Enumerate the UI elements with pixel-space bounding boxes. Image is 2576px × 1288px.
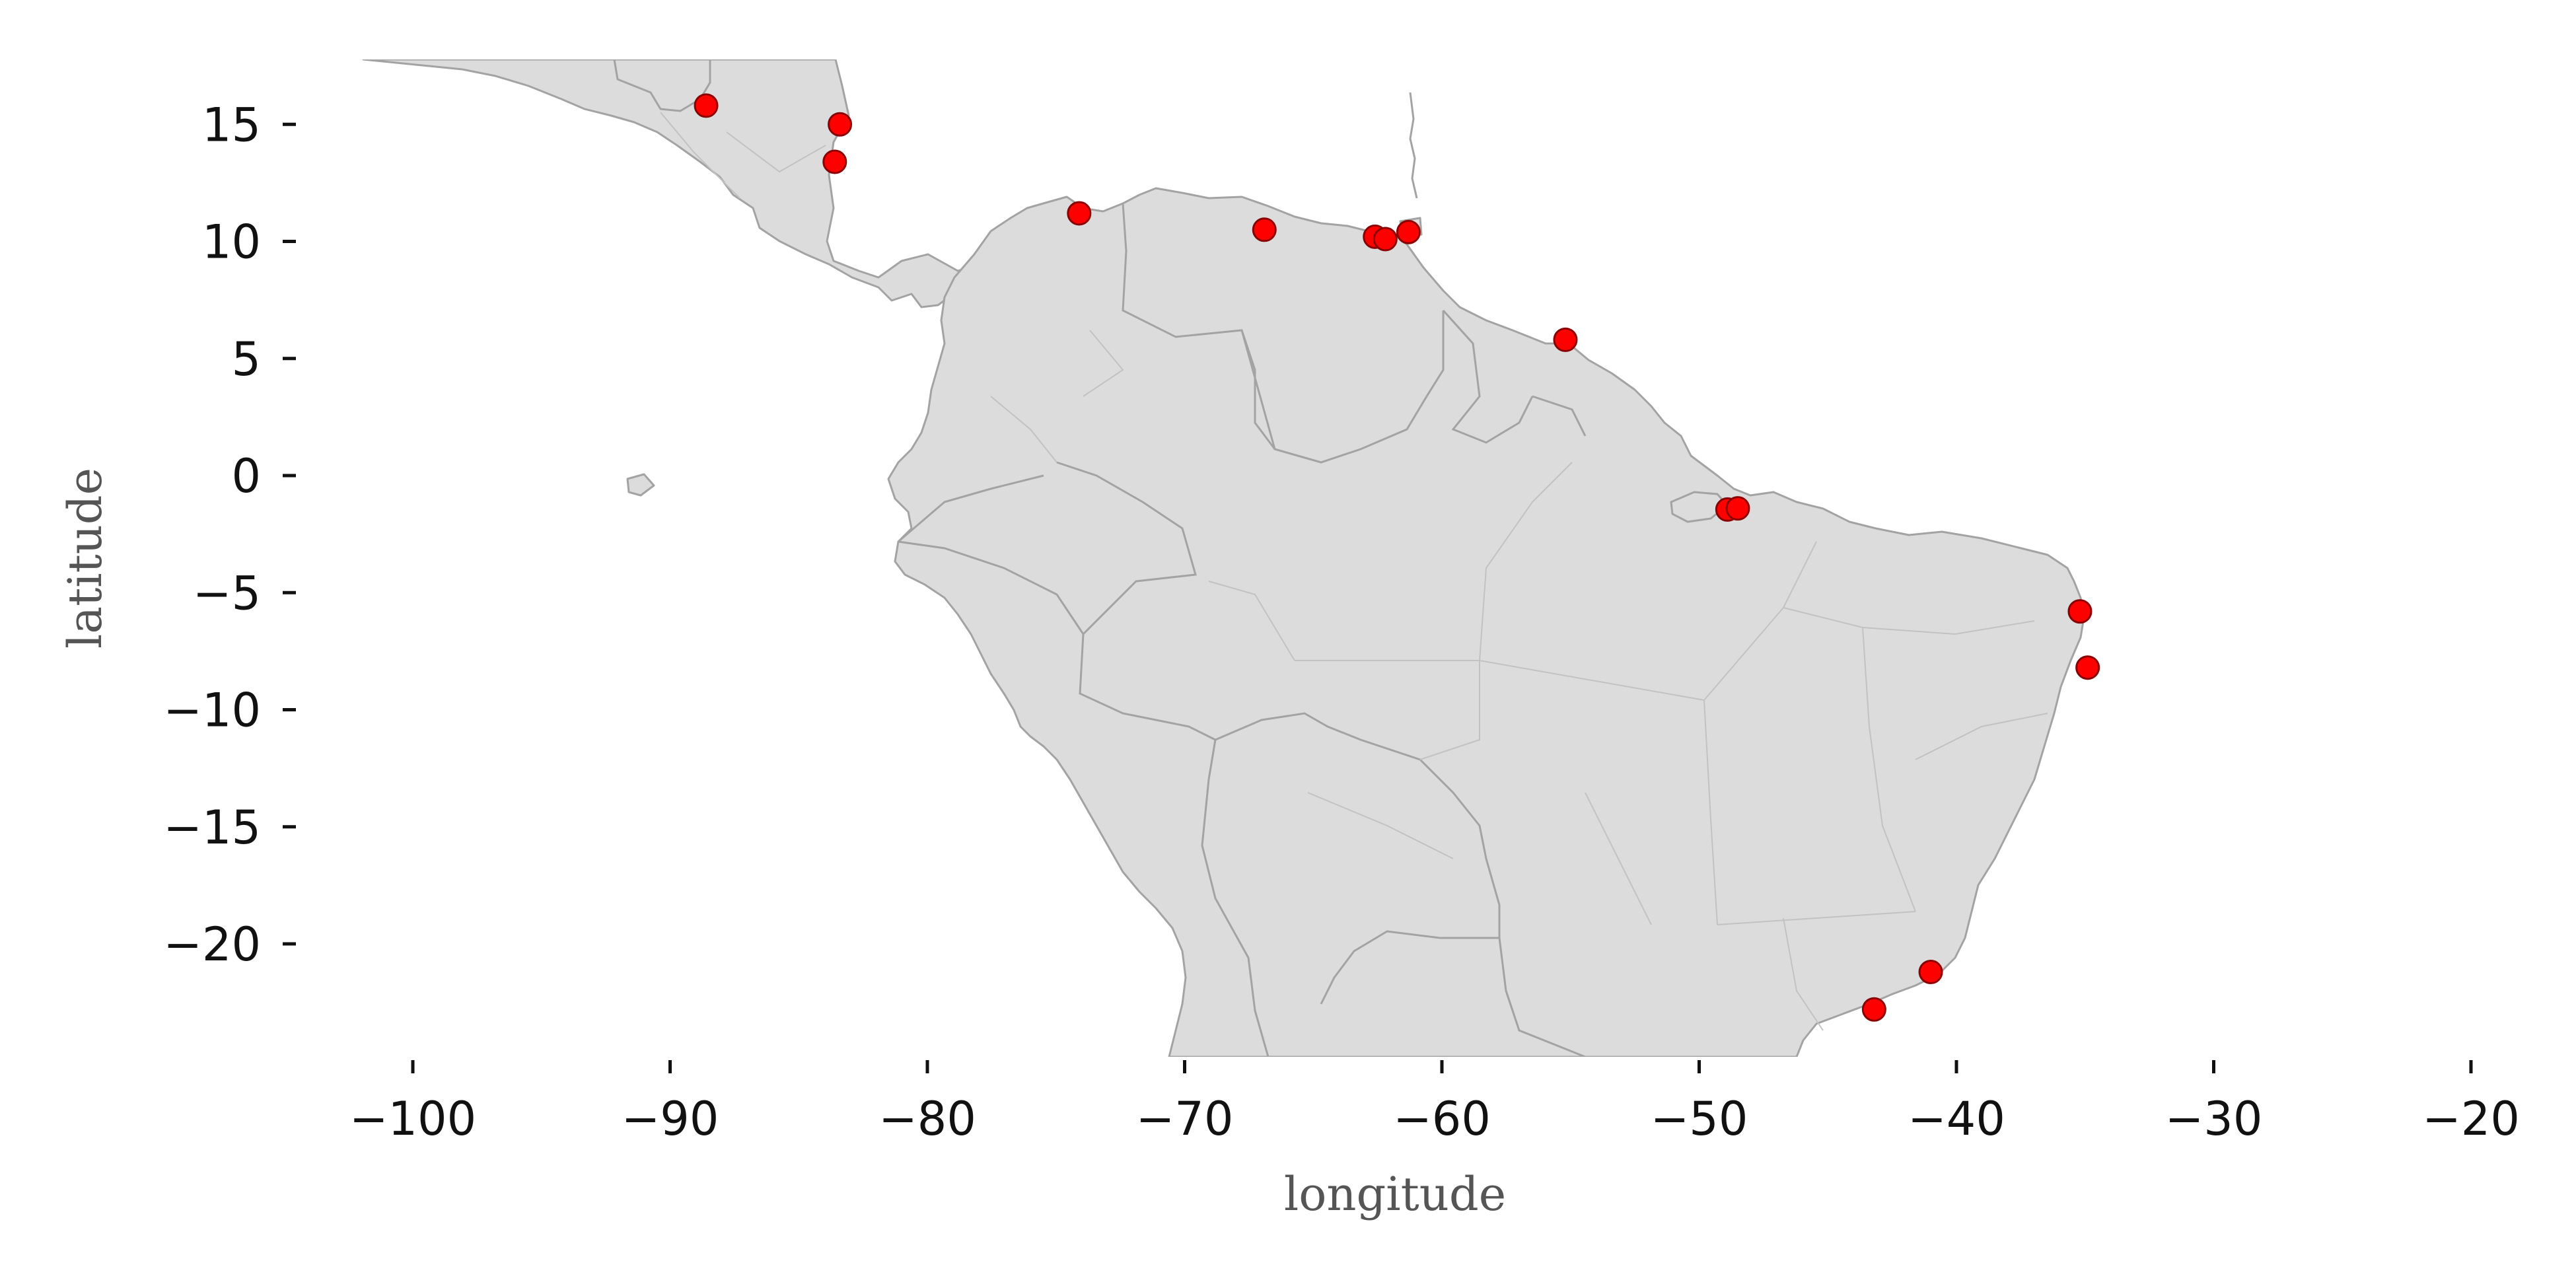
occurrence-point: [2075, 655, 2100, 680]
x-tick-label: −20: [2422, 1092, 2520, 1146]
y-axis: 15 10 5 0 −5 −10 −15 −20: [163, 98, 296, 972]
occurrence-point: [1067, 201, 1092, 226]
galapagos-islands: [626, 473, 655, 497]
y-tick-label: 5: [231, 332, 261, 386]
occurrence-points: [694, 93, 2100, 1022]
x-axis: −100 −90 −80 −70 −60 −50 −40 −30 −20: [349, 1060, 2520, 1146]
x-axis-label: longitude: [1284, 1167, 1506, 1221]
occurrence-point: [694, 93, 719, 118]
occurrence-point: [1396, 219, 1421, 244]
y-tick-label: 10: [202, 215, 261, 269]
yucatan-landmass: [613, 59, 711, 112]
y-axis-label: latitude: [58, 468, 112, 649]
occurrence-point: [1725, 496, 1750, 521]
y-tick-label: −20: [163, 917, 261, 972]
x-tick-label: −50: [1651, 1092, 1748, 1146]
occurrence-point: [828, 112, 853, 137]
occurrence-point: [822, 149, 847, 174]
x-tick-label: −40: [1908, 1092, 2005, 1146]
central-america-landmass: [362, 59, 972, 308]
y-tick-label: −15: [163, 801, 261, 855]
occurrence-point: [1373, 227, 1398, 252]
occurrence-point: [1553, 327, 1578, 352]
y-tick-label: −10: [163, 684, 261, 738]
y-tick-label: 0: [231, 449, 261, 503]
atlantic-islets: [2332, 73, 2396, 102]
y-tick-label: 15: [202, 98, 261, 152]
occurrence-point: [1252, 217, 1277, 242]
x-tick-label: −70: [1136, 1092, 1234, 1146]
x-tick-label: −100: [349, 1092, 476, 1146]
occurrence-point: [1861, 997, 1886, 1022]
x-tick-label: −80: [878, 1092, 976, 1146]
subnational-borders: [660, 112, 2048, 1031]
x-tick-label: −30: [2165, 1092, 2263, 1146]
occurrence-point: [1918, 960, 1943, 985]
lesser-antilles: [1409, 92, 1418, 199]
basemap: [362, 59, 2396, 1057]
occurrence-point: [2067, 599, 2093, 624]
y-tick-label: −5: [193, 566, 261, 620]
x-tick-label: −60: [1393, 1092, 1491, 1146]
south-america-landmass: [887, 187, 2085, 1057]
x-tick-label: −90: [622, 1092, 719, 1146]
